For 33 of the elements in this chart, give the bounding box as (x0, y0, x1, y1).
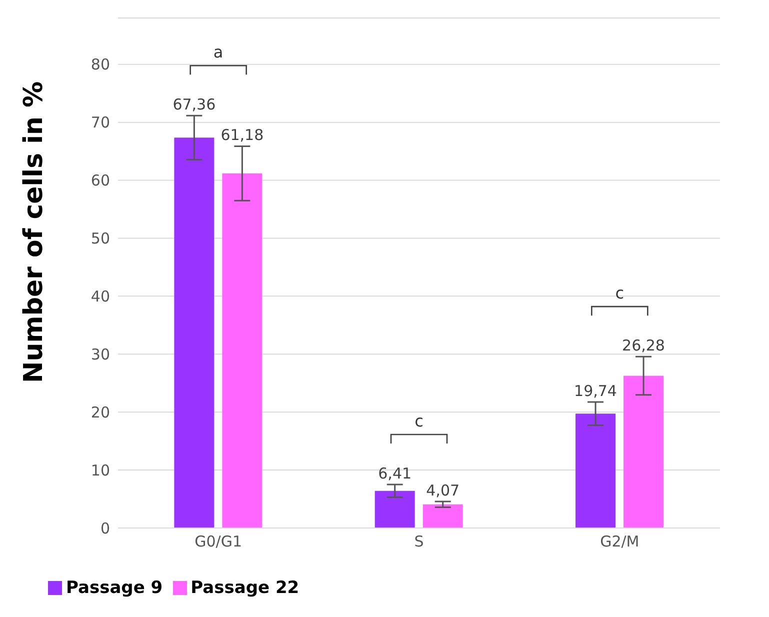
bar (576, 414, 616, 528)
y-tick-label: 40 (90, 288, 110, 306)
y-tick-label: 20 (90, 403, 110, 422)
x-tick-label: G0/G1 (194, 532, 242, 551)
data-label: 19,74 (574, 382, 617, 400)
annotation: c (615, 284, 624, 303)
data-label: 6,41 (378, 464, 412, 482)
bracket: c (591, 284, 648, 316)
data-label: 67,36 (172, 96, 216, 114)
y-tick-label: 60 (90, 172, 110, 190)
data-label: 26,28 (622, 336, 665, 355)
bracket: a (190, 42, 247, 75)
x-tick-label: G2/M (600, 532, 640, 551)
annotation: c (414, 411, 424, 430)
legend-label: Passage 22 (190, 578, 300, 598)
bar (422, 504, 463, 528)
data-label: 4,07 (426, 482, 460, 500)
y-axis-title: Number of cells in % (19, 81, 50, 383)
y-tick-label: 0 (100, 519, 110, 538)
bar (624, 376, 664, 528)
bar (174, 138, 214, 528)
y-tick-label: 30 (90, 345, 110, 364)
x-tick-label: S (414, 532, 424, 551)
y-tick-label: 70 (90, 114, 110, 132)
bracket: c (390, 411, 448, 444)
bar (222, 173, 262, 528)
legend-label: Passage 9 (65, 578, 163, 598)
y-tick-label: 50 (90, 230, 110, 248)
annotation: a (213, 42, 224, 62)
data-label: 61,18 (220, 126, 264, 144)
y-tick-label: 10 (90, 461, 110, 480)
bar (374, 490, 415, 528)
y-tick-label: 80 (90, 56, 110, 74)
